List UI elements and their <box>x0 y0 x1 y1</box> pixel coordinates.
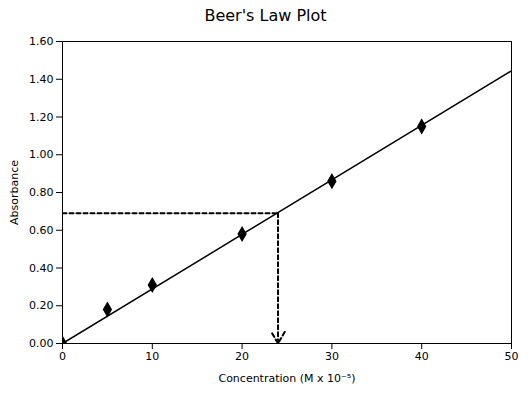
svg-text:0.20: 0.20 <box>29 299 54 312</box>
svg-text:10: 10 <box>145 350 159 363</box>
svg-text:0.00: 0.00 <box>29 337 54 350</box>
svg-text:1.20: 1.20 <box>29 111 54 124</box>
svg-text:0.80: 0.80 <box>29 186 54 199</box>
svg-text:40: 40 <box>415 350 429 363</box>
svg-text:1.40: 1.40 <box>29 73 54 86</box>
svg-text:0.60: 0.60 <box>29 224 54 237</box>
svg-text:0: 0 <box>59 350 66 363</box>
svg-text:1.60: 1.60 <box>29 35 54 48</box>
html-text:Beer's Law Plot: Beer's Law Plot <box>204 6 327 25</box>
svg-text:30: 30 <box>325 350 339 363</box>
svg-text:20: 20 <box>235 350 249 363</box>
svg-text:Absorbance: Absorbance <box>8 160 21 225</box>
svg-text:1.00: 1.00 <box>29 148 54 161</box>
svg-text:50: 50 <box>505 350 519 363</box>
svg-text:Concentration (M x 10⁻⁵): Concentration (M x 10⁻⁵) <box>218 372 355 385</box>
svg-text:0.40: 0.40 <box>29 262 54 275</box>
